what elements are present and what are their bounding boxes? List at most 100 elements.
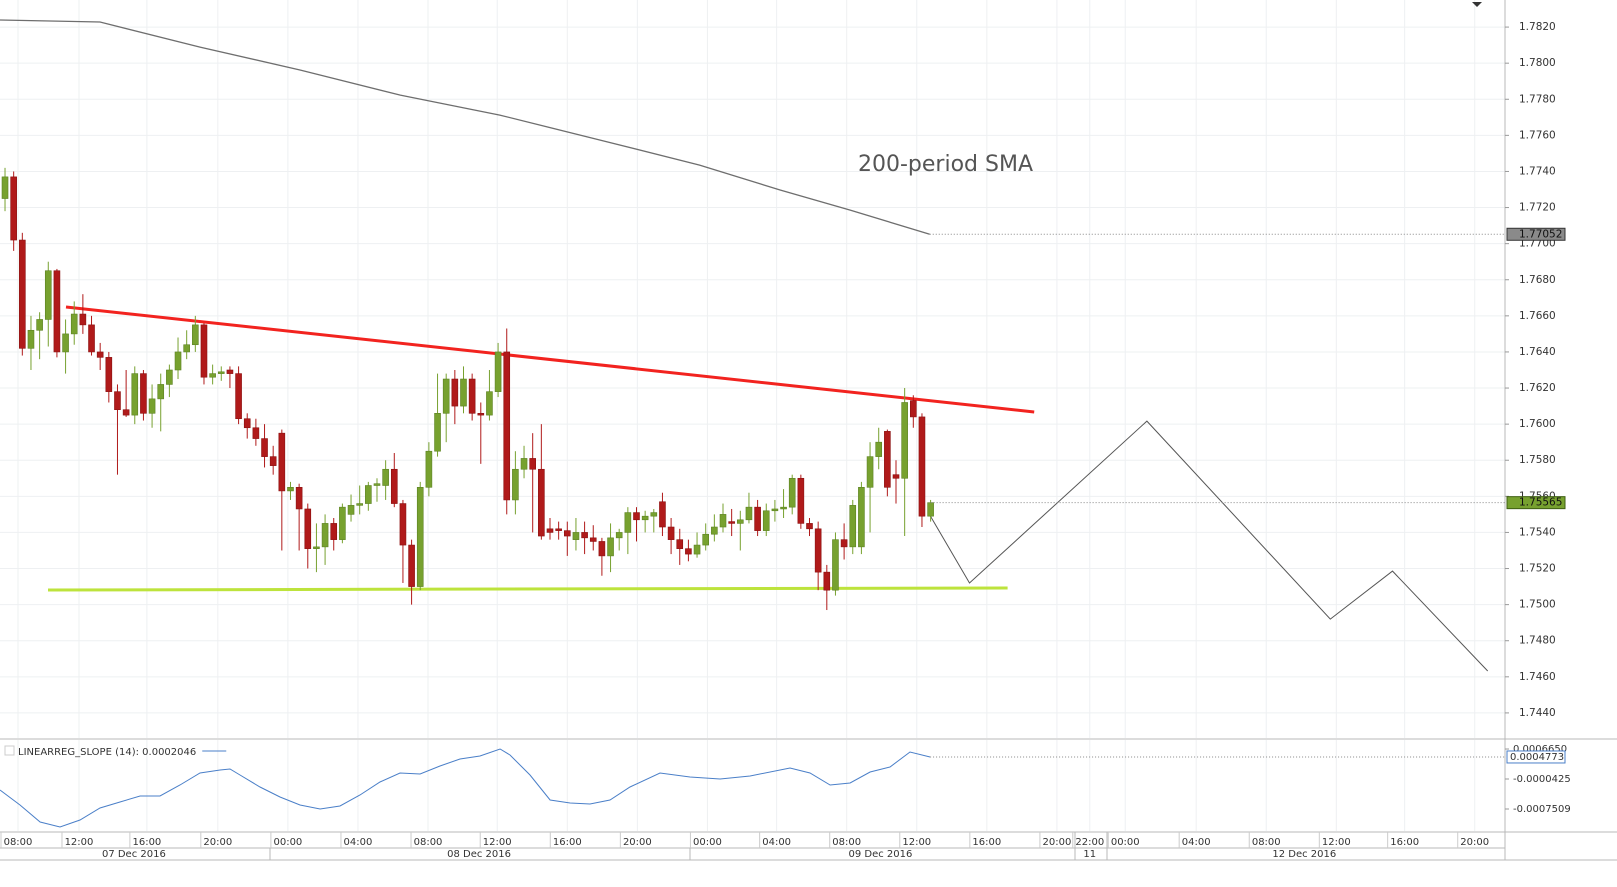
y-tick-label: 1.7620 xyxy=(1519,382,1556,394)
drawn-line xyxy=(65,305,1035,414)
candle-body xyxy=(304,508,312,549)
y-tick-label: -0.0007509 xyxy=(1513,804,1571,815)
candle-body xyxy=(866,456,874,488)
candle-body xyxy=(243,418,251,429)
grid-layer xyxy=(0,0,1505,831)
candle-body xyxy=(339,506,346,540)
y-tick-label: 1.7440 xyxy=(1519,707,1556,719)
candle-body xyxy=(693,544,701,555)
candle-body xyxy=(27,329,35,349)
x-tick-label: 20:00 xyxy=(1460,837,1489,848)
x-tick-label: 20:00 xyxy=(623,837,652,848)
date-label: 12 Dec 2016 xyxy=(1272,849,1336,860)
menu-arrow[interactable] xyxy=(1472,2,1482,7)
x-tick-label: 12:00 xyxy=(65,837,94,848)
candle-body xyxy=(321,523,329,548)
y-tick-label: 1.7500 xyxy=(1519,599,1556,611)
x-tick-label: 16:00 xyxy=(553,837,582,848)
candle-body xyxy=(1,176,9,199)
candle-body xyxy=(771,508,779,512)
x-tick-label: 00:00 xyxy=(273,837,302,848)
candle-body xyxy=(685,548,692,555)
sma-line xyxy=(0,19,930,235)
x-tick-label: 00:00 xyxy=(1111,837,1140,848)
candle-body xyxy=(927,502,934,517)
date-label: 09 Dec 2016 xyxy=(848,849,912,860)
x-tick-label: 12:00 xyxy=(902,837,931,848)
candle-body xyxy=(217,371,225,374)
candle-body xyxy=(183,344,190,353)
candle-body xyxy=(192,324,199,346)
candle-body xyxy=(546,528,554,533)
candle-body xyxy=(745,506,753,521)
axis-layer: 200-period SMA LINEARREG_SLOPE (14): 0.0… xyxy=(0,0,1617,861)
candle-body xyxy=(641,515,649,521)
candle-body xyxy=(762,510,770,531)
candle-body xyxy=(512,468,519,501)
x-tick-label: 20:00 xyxy=(203,837,232,848)
candle-body xyxy=(555,528,562,531)
candle-body xyxy=(797,477,805,524)
y-tick-label: 1.7680 xyxy=(1519,274,1556,286)
x-tick-label: 08:00 xyxy=(1252,837,1281,848)
candle-body xyxy=(486,391,493,416)
candle-body xyxy=(330,523,338,540)
candle-body xyxy=(174,351,182,371)
candle-body xyxy=(70,313,78,335)
indicator-line xyxy=(0,748,931,828)
candle-body xyxy=(365,485,372,504)
candle-body xyxy=(520,458,528,470)
candle-body xyxy=(849,505,857,548)
candle-body xyxy=(390,468,398,504)
candle-body xyxy=(711,526,718,535)
candle-body xyxy=(624,512,632,533)
candle-body xyxy=(416,487,424,587)
x-tick-label: 04:00 xyxy=(1182,837,1211,848)
candle-body xyxy=(373,483,381,486)
x-tick-label: 04:00 xyxy=(344,837,373,848)
candle-body xyxy=(884,431,891,488)
y-tick-label: 1.7480 xyxy=(1519,635,1556,647)
y-tick-label: 1.7520 xyxy=(1519,563,1556,575)
candle-body xyxy=(910,400,917,418)
x-tick-label: 22:00 xyxy=(1075,837,1104,848)
candle-body xyxy=(209,373,216,378)
candle-body xyxy=(140,373,147,414)
candle-body xyxy=(823,571,831,591)
candle-body xyxy=(19,239,26,349)
x-tick-label: 12:00 xyxy=(1322,837,1351,848)
candle-body xyxy=(901,402,908,479)
y-tick-label: -0.0000425 xyxy=(1513,774,1571,785)
candle-body xyxy=(633,512,640,521)
candle-body xyxy=(806,523,813,530)
candle-body xyxy=(814,528,822,573)
candle-body xyxy=(615,532,623,539)
candle-body xyxy=(598,541,606,557)
x-tick-label: 04:00 xyxy=(762,837,791,848)
y-tick-label: 1.7640 xyxy=(1519,346,1556,358)
candle-body xyxy=(563,530,571,537)
candle-body xyxy=(702,533,710,546)
y-tick-label: 1.7780 xyxy=(1519,93,1556,105)
candle-body xyxy=(235,373,242,420)
candle-body xyxy=(676,539,684,549)
candle-body xyxy=(468,378,476,414)
candle-body xyxy=(200,324,208,378)
candle-body xyxy=(131,373,139,416)
candle-body xyxy=(607,537,614,557)
y-tick-label: 1.7800 xyxy=(1519,57,1556,69)
candle-body xyxy=(503,351,511,501)
y-tick-label: 1.7460 xyxy=(1519,671,1556,683)
candle-body xyxy=(105,357,113,392)
candle-body xyxy=(88,324,95,353)
candle-body xyxy=(408,544,415,587)
x-tick-label: 16:00 xyxy=(1390,837,1419,848)
candle-body xyxy=(659,501,666,528)
candle-body xyxy=(650,512,658,517)
x-tick-label: 00:00 xyxy=(693,837,722,848)
candle-body xyxy=(114,391,121,410)
candle-body xyxy=(589,537,597,542)
candle-body xyxy=(157,384,165,400)
